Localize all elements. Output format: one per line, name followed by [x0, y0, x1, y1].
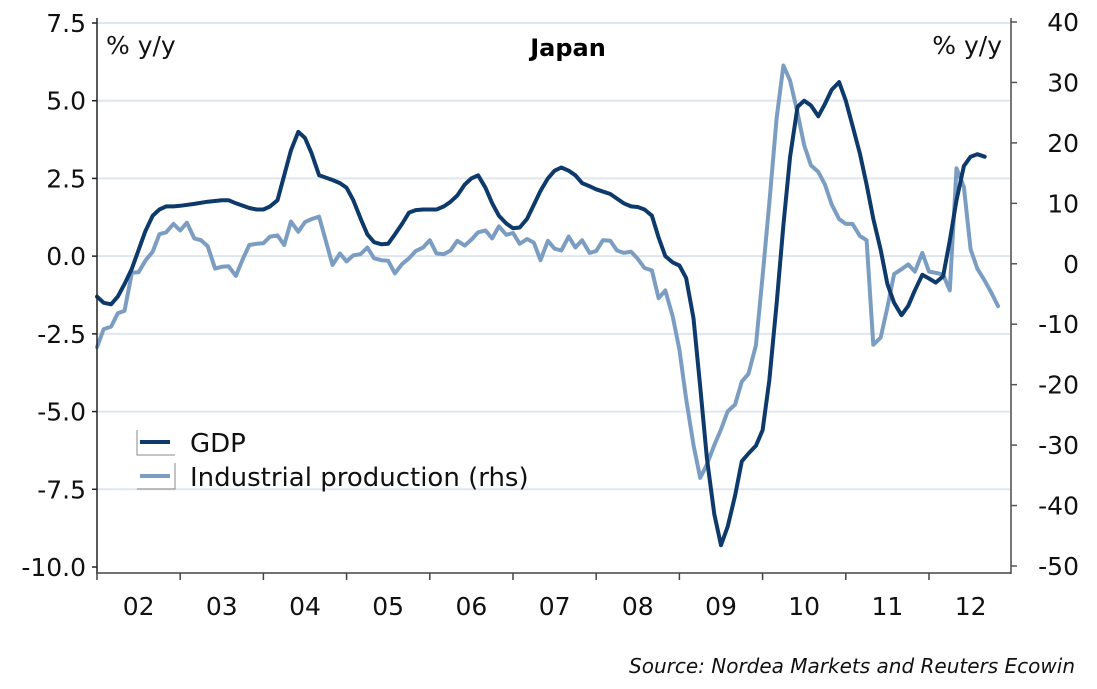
- left-tick-label: -10.0: [21, 553, 86, 582]
- right-axis-ticks: -50 -40 -30 -20 -10 0 10 20 30 40: [1011, 8, 1079, 581]
- left-axis-ticks: -10.0 -7.5 -5.0 -2.5 0.0 2.5 5.0 7.5: [21, 9, 97, 582]
- x-tick-label: 10: [788, 592, 820, 621]
- right-tick-label: 10: [1047, 189, 1079, 218]
- x-tick-label: 09: [705, 592, 737, 621]
- x-tick-label: 06: [455, 592, 487, 621]
- left-tick-label: -7.5: [37, 475, 86, 504]
- right-tick-label: -20: [1038, 371, 1079, 400]
- x-tick-label: 08: [622, 592, 654, 621]
- left-tick-label: -2.5: [37, 320, 86, 349]
- left-tick-label: 5.0: [46, 87, 86, 116]
- legend-frame-ip: [137, 463, 176, 490]
- right-tick-label: -10: [1038, 310, 1079, 339]
- x-tick-label: 03: [206, 592, 238, 621]
- x-tick-label: 04: [289, 592, 321, 621]
- left-unit-label: % y/y: [106, 31, 176, 60]
- legend: GDP Industrial production (rhs): [136, 429, 529, 493]
- right-tick-label: 0: [1063, 250, 1079, 279]
- left-tick-label: -5.0: [37, 398, 86, 427]
- x-tick-label: 05: [372, 592, 404, 621]
- legend-item-gdp: GDP: [136, 429, 246, 459]
- x-tick-label: 07: [539, 592, 571, 621]
- x-axis-ticks: 02 03 04 05 06 07 08 09 10 11 12: [96, 573, 987, 621]
- legend-label-gdp: GDP: [190, 429, 246, 459]
- left-tick-label: 0.0: [46, 242, 86, 271]
- right-tick-label: -40: [1038, 492, 1079, 521]
- right-tick-label: 40: [1047, 8, 1079, 37]
- right-tick-label: -50: [1038, 552, 1079, 581]
- left-tick-label: 7.5: [46, 9, 86, 38]
- source-note: Source: Nordea Markets and Reuters Ecowi…: [629, 654, 1075, 678]
- x-tick-label: 11: [871, 592, 903, 621]
- axes: [96, 18, 1012, 574]
- right-tick-label: 20: [1047, 129, 1079, 158]
- legend-frame-gdp: [136, 430, 175, 456]
- gridlines: [97, 22, 1011, 491]
- series-lines: [95, 63, 1001, 548]
- left-tick-label: 2.5: [46, 164, 86, 193]
- x-tick-label: 02: [123, 592, 155, 621]
- series-line-industrial-production: [95, 63, 1001, 480]
- x-tick-label: 12: [955, 592, 987, 621]
- chart-title: Japan: [528, 34, 606, 62]
- legend-item-industrial-production: Industrial production (rhs): [137, 463, 529, 493]
- series-line-gdp: [95, 80, 987, 548]
- right-tick-label: 30: [1047, 68, 1079, 97]
- right-unit-label: % y/y: [932, 31, 1002, 60]
- legend-label-ip: Industrial production (rhs): [190, 463, 529, 493]
- right-tick-label: -30: [1038, 431, 1079, 460]
